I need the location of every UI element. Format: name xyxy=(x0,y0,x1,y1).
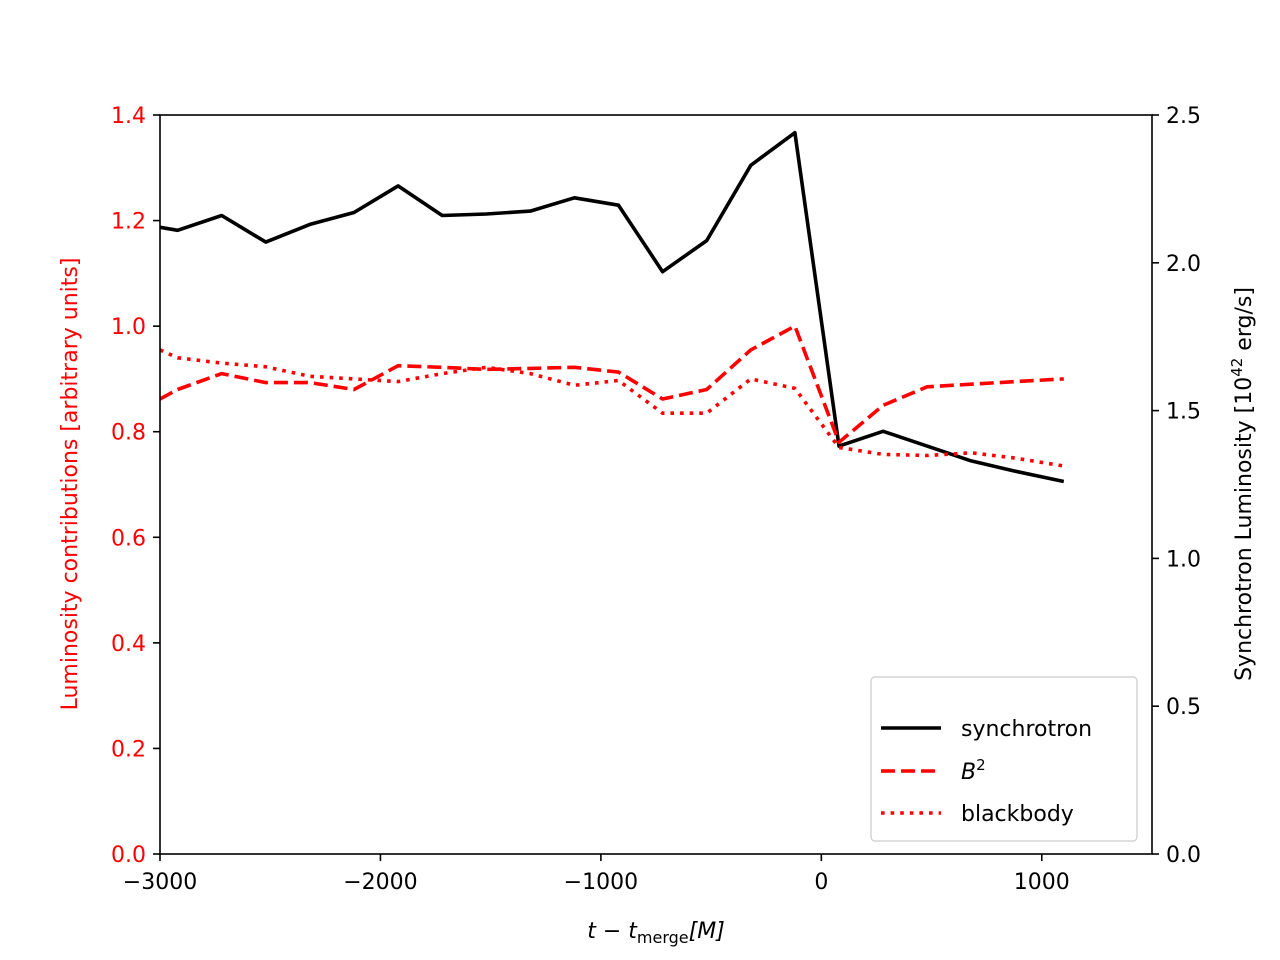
x-axis-title-sub: merge xyxy=(637,928,689,947)
right-y-axis: 0.0 0.5 1.0 1.5 2.0 2.5 xyxy=(1152,104,1201,868)
legend-box xyxy=(870,676,1138,842)
left-tick-label: 0.8 xyxy=(111,421,146,446)
legend: synchrotron B2 blackbody xyxy=(870,676,1138,842)
left-tick-label: 0.0 xyxy=(111,843,146,868)
x-axis-title-tail: [M] xyxy=(689,919,725,944)
legend-label-b2: B2 xyxy=(961,756,986,785)
series-layer xyxy=(160,130,1065,484)
right-tick-label: 2.5 xyxy=(1166,104,1201,129)
plot-frame xyxy=(159,114,1153,855)
x-axis-title-main: t − t xyxy=(587,919,638,944)
x-axis: −3000 −2000 −1000 0 1000 xyxy=(123,854,1070,895)
right-y-axis-title-main: Synchrotron Luminosity [10 xyxy=(1232,377,1257,681)
x-tick-label: −2000 xyxy=(343,870,417,895)
legend-label-b2-sup: 2 xyxy=(976,756,986,774)
left-tick-label: 0.6 xyxy=(111,526,146,551)
x-tick-label: 1000 xyxy=(1014,870,1070,895)
right-y-axis-title: Synchrotron Luminosity [1042 erg/s] xyxy=(1228,287,1257,681)
right-tick-label: 0.5 xyxy=(1166,695,1201,720)
right-tick-label: 1.0 xyxy=(1166,547,1201,572)
left-y-axis-title: Luminosity contributions [arbitrary unit… xyxy=(58,258,83,711)
right-y-axis-title-tail: erg/s] xyxy=(1232,287,1257,358)
legend-label-blackbody: blackbody xyxy=(961,802,1074,827)
left-tick-label: 0.2 xyxy=(111,737,146,762)
left-tick-label: 1.4 xyxy=(111,104,146,129)
left-tick-label: 0.4 xyxy=(111,632,146,657)
right-tick-label: 1.5 xyxy=(1166,400,1201,425)
x-tick-label: 0 xyxy=(814,870,828,895)
left-y-axis: 0.0 0.2 0.4 0.6 0.8 1.0 1.2 1.4 xyxy=(111,104,160,868)
legend-label-b2-main: B xyxy=(961,760,976,785)
x-tick-label: −1000 xyxy=(564,870,638,895)
legend-label-synchrotron: synchrotron xyxy=(961,717,1092,742)
right-y-axis-title-sup: 42 xyxy=(1228,358,1246,377)
x-tick-label: −3000 xyxy=(123,870,197,895)
left-tick-label: 1.2 xyxy=(111,210,146,235)
x-axis-title: t − tmerge[M] xyxy=(587,919,725,947)
right-tick-label: 2.0 xyxy=(1166,252,1201,277)
left-tick-label: 1.0 xyxy=(111,315,146,340)
right-tick-label: 0.0 xyxy=(1166,843,1201,868)
series-line-b2 xyxy=(160,324,1064,445)
series-line-blackbody xyxy=(160,348,1065,468)
series-line-synchrotron xyxy=(160,130,1065,484)
